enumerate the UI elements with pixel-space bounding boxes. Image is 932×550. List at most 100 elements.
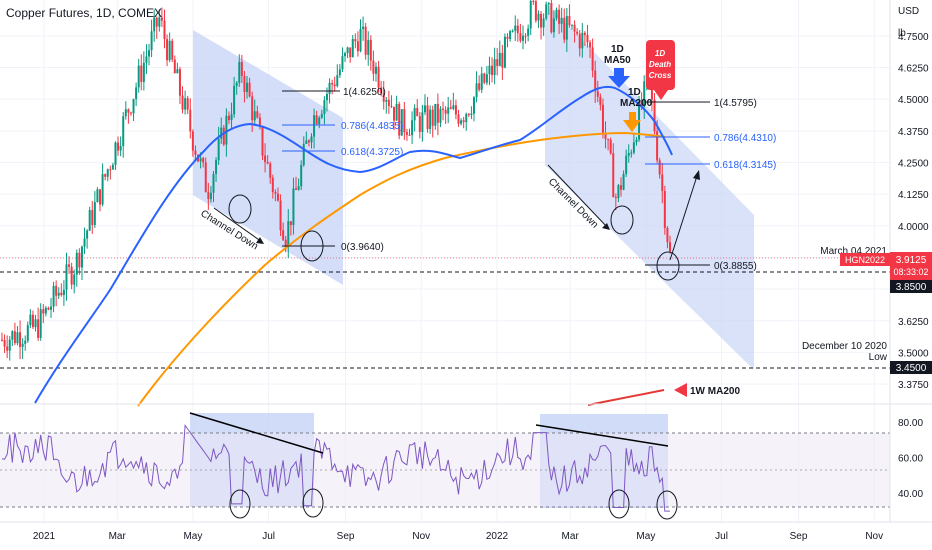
- candle-body: [65, 264, 68, 290]
- candle-body: [364, 26, 367, 55]
- candle-body: [52, 285, 55, 307]
- price-tick-label: 4.1250: [898, 190, 929, 201]
- candle-body: [44, 307, 47, 314]
- candle-body: [496, 59, 499, 67]
- candle-body: [271, 177, 274, 193]
- candle-body: [145, 56, 148, 63]
- candle-body: [331, 82, 334, 85]
- rsi-circle-1: [229, 489, 251, 519]
- price-circles: [228, 194, 680, 281]
- candle-body: [13, 331, 16, 344]
- ma200-label-1: 1D: [628, 87, 641, 98]
- rsi-line: [1, 423, 670, 512]
- fib-left-label-0786: 0.786(4.4835): [341, 121, 403, 132]
- rsi-circle-4: [656, 490, 678, 520]
- candle-body: [532, 0, 535, 2]
- channel-down-arrowhead-right: [602, 223, 610, 230]
- candle-body: [21, 343, 24, 347]
- candle-body: [589, 42, 592, 48]
- candle-body: [287, 221, 290, 247]
- candle-body: [34, 319, 37, 328]
- candle-body: [640, 101, 643, 107]
- candle-body: [318, 117, 321, 125]
- candle-body: [573, 24, 576, 32]
- rsi-tick-label: 80.00: [898, 418, 923, 429]
- candle-body: [140, 65, 143, 82]
- candle-body: [261, 126, 264, 156]
- candle-body: [478, 83, 481, 90]
- candle-body: [656, 131, 659, 161]
- time-tick-label: Mar: [562, 531, 580, 542]
- ma200-label-2: MA200: [620, 98, 653, 109]
- candle-body: [462, 120, 465, 123]
- candle-body: [199, 158, 202, 162]
- candle-body: [558, 9, 561, 24]
- candle-body: [93, 202, 96, 226]
- ma200-arrow: [623, 112, 641, 132]
- candle-body: [336, 75, 339, 87]
- price-axis: 4.7500 4.6250 4.5000 4.3750 4.2500 4.1250 4.00…: [898, 32, 929, 391]
- candle-body: [537, 13, 540, 21]
- candle-body: [498, 52, 501, 67]
- candle-body: [26, 325, 29, 341]
- candle-body: [604, 133, 607, 140]
- candle-body: [117, 142, 120, 151]
- candle-body: [111, 164, 114, 170]
- candle-body: [622, 173, 625, 190]
- recovery-arrowhead: [693, 170, 700, 180]
- candle-body: [429, 109, 432, 130]
- level-2-badge: 3.4500: [896, 363, 927, 374]
- candle-body: [501, 52, 504, 68]
- recovery-arrow: [669, 175, 698, 261]
- candle-body: [80, 246, 83, 268]
- candle-body: [70, 266, 73, 285]
- price-tick-label: 4.0000: [898, 222, 929, 233]
- candle-body: [39, 309, 42, 338]
- candle-body: [55, 285, 58, 296]
- circle-jun-2022: [656, 251, 680, 281]
- time-tick-label: Mar: [109, 531, 127, 542]
- candle-body: [560, 17, 563, 24]
- candle-body: [374, 66, 377, 74]
- candle-body: [509, 31, 512, 39]
- candle-body: [380, 87, 383, 94]
- candle-body: [73, 274, 76, 285]
- candle-body: [338, 69, 341, 76]
- candle-body: [565, 16, 568, 40]
- weekly-ma200-arrow: [674, 383, 687, 397]
- candle-body: [135, 87, 138, 100]
- candle-body: [153, 17, 156, 32]
- rsi-trend-left: [189, 412, 324, 454]
- candle-body: [148, 50, 151, 57]
- level-1-badge-bg: [890, 280, 932, 293]
- candle-body: [467, 113, 470, 116]
- level-1-badge: 3.8500: [896, 282, 927, 293]
- candle-body: [619, 185, 622, 190]
- candle-body: [104, 174, 107, 177]
- candle-body: [243, 75, 246, 92]
- candle-body: [488, 65, 491, 75]
- candle-body: [333, 84, 336, 87]
- candle-body: [173, 59, 176, 74]
- candle-body: [217, 138, 220, 161]
- candle-body: [372, 60, 375, 74]
- candle-body: [320, 113, 323, 118]
- circle-may-2022: [610, 205, 634, 235]
- candle-body: [78, 252, 81, 268]
- candle-body: [31, 314, 34, 328]
- rsi-tick-label: 60.00: [898, 454, 923, 465]
- candle-body: [545, 4, 548, 19]
- candle-body: [447, 107, 450, 114]
- candle-body: [91, 210, 94, 226]
- time-tick-label: Nov: [412, 531, 430, 542]
- candle-body: [351, 39, 354, 58]
- candle-body: [418, 116, 421, 132]
- candle-body: [222, 127, 225, 145]
- weekly-ma200-label: 1W MA200: [690, 386, 740, 397]
- candle-body: [251, 96, 254, 121]
- symbol-badge-bg: [840, 253, 890, 266]
- channel-down-arrowhead-left: [256, 237, 264, 244]
- candle-body: [62, 289, 65, 296]
- ma50-label-2: MA50: [604, 55, 631, 66]
